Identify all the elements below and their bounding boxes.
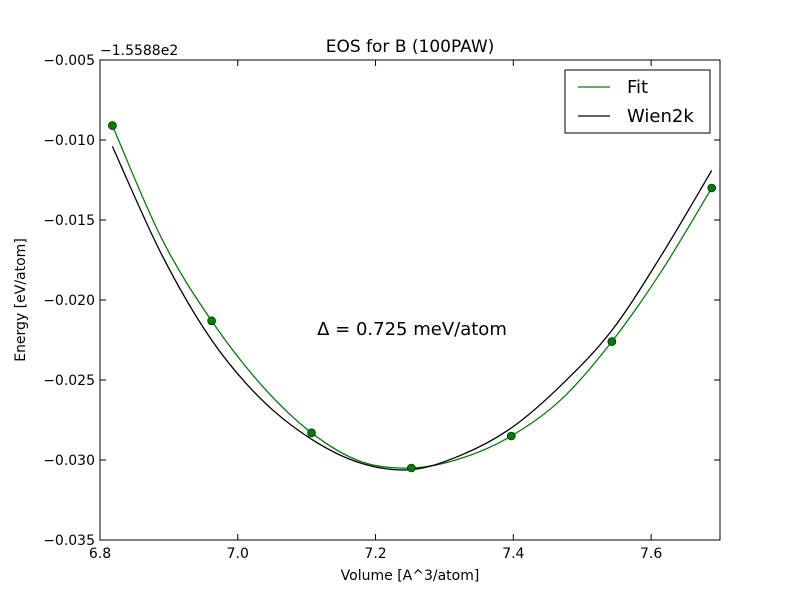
y-axis-label: Energy [eV/atom] [13, 238, 29, 362]
x-tick-label: 7.0 [227, 546, 249, 562]
x-tick-label: 7.6 [640, 546, 662, 562]
x-tick-label: 7.4 [502, 546, 524, 562]
data-point [407, 463, 416, 473]
y-tick-label: −0.030 [43, 453, 95, 469]
x-axis-label: Volume [A^3/atom] [341, 568, 480, 584]
data-point [707, 183, 717, 193]
data-point [506, 431, 516, 441]
y-tick-label: −0.035 [43, 533, 95, 549]
axis-ticks: 6.8 7.0 7.2 7.4 7.6 −0.035 −0.030 −0.025 −0.020 −… [43, 53, 720, 562]
y-tick-label: −0.010 [43, 133, 95, 149]
chart-title: EOS for B (100PAW) [326, 37, 495, 57]
data-point [207, 316, 216, 326]
x-tick-label: 7.2 [364, 546, 386, 562]
y-tick-label: −0.025 [43, 373, 95, 389]
series-line-fit [111, 125, 713, 469]
legend-fit-label: Fit [627, 77, 648, 98]
series-layer [108, 121, 717, 473]
legend-wien2k-label: Wien2k [627, 106, 694, 127]
y-tick-label: −0.005 [43, 53, 95, 69]
x-tick-label: 6.8 [89, 546, 111, 562]
y-offset-label: −1.5588e2 [100, 43, 178, 59]
data-point [108, 121, 117, 130]
legend-box [564, 69, 711, 134]
delta-annotation: Δ = 0.725 meV/atom [317, 319, 507, 340]
y-tick-label: −0.015 [43, 213, 95, 229]
data-point [607, 337, 617, 346]
data-point [307, 428, 316, 438]
plot-area [99, 59, 721, 541]
y-tick-label: −0.020 [43, 293, 95, 309]
legend: Fit Wien2k [564, 69, 711, 134]
